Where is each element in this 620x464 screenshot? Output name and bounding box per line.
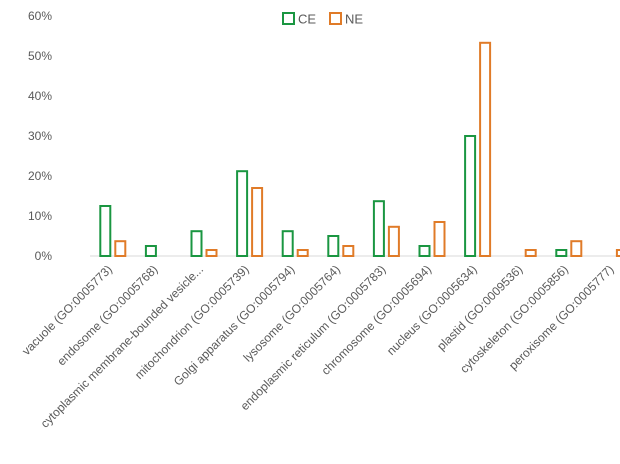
y-tick-label: 50% [28, 49, 52, 63]
bar-ne [342, 245, 355, 257]
legend-label-ce: CE [298, 12, 316, 27]
x-axis: vacuole (GO:0005773)endosome (GO:0005768… [19, 262, 616, 430]
bar-ce [418, 245, 431, 257]
y-tick-label: 30% [28, 129, 52, 143]
bar-ce [281, 230, 294, 257]
category-label: nucleus (GO:0005634) [384, 262, 480, 358]
legend-label-ne: NE [345, 12, 363, 27]
bar-ne [296, 249, 309, 257]
category-label: plastid (GO:0009536) [434, 262, 525, 353]
bar-ce [236, 170, 249, 257]
bar-ce [464, 135, 477, 257]
bar-ce [372, 200, 385, 257]
category-label: vacuole (GO:0005773) [19, 262, 115, 358]
bar-ce [144, 245, 157, 257]
bar-ne [251, 187, 264, 257]
bar-ne [114, 240, 127, 257]
bar-ce [99, 205, 112, 257]
bar-ne [387, 225, 400, 258]
bar-ce [555, 249, 568, 257]
y-tick-label: 60% [28, 9, 52, 23]
bar-ce [327, 235, 340, 257]
y-tick-label: 20% [28, 169, 52, 183]
y-tick-label: 40% [28, 89, 52, 103]
legend: CE NE [282, 12, 363, 27]
bar-ne [433, 221, 446, 257]
bar-ne [615, 249, 620, 257]
category-label: cytoplasmic membrane-bounded vesicle... [38, 262, 206, 430]
y-axis: 0% 10% 20% 30% 40% 50% 60% [28, 9, 620, 263]
y-tick-label: 10% [28, 209, 52, 223]
y-tick-label: 0% [35, 249, 53, 263]
bar-ne [524, 249, 537, 257]
bar-ce [190, 230, 203, 257]
bar-ne [570, 240, 583, 257]
legend-swatch-ce [282, 12, 295, 25]
bars [99, 41, 620, 258]
bar-ne [205, 249, 218, 257]
bar-ne [479, 41, 492, 257]
legend-swatch-ne [329, 12, 342, 25]
